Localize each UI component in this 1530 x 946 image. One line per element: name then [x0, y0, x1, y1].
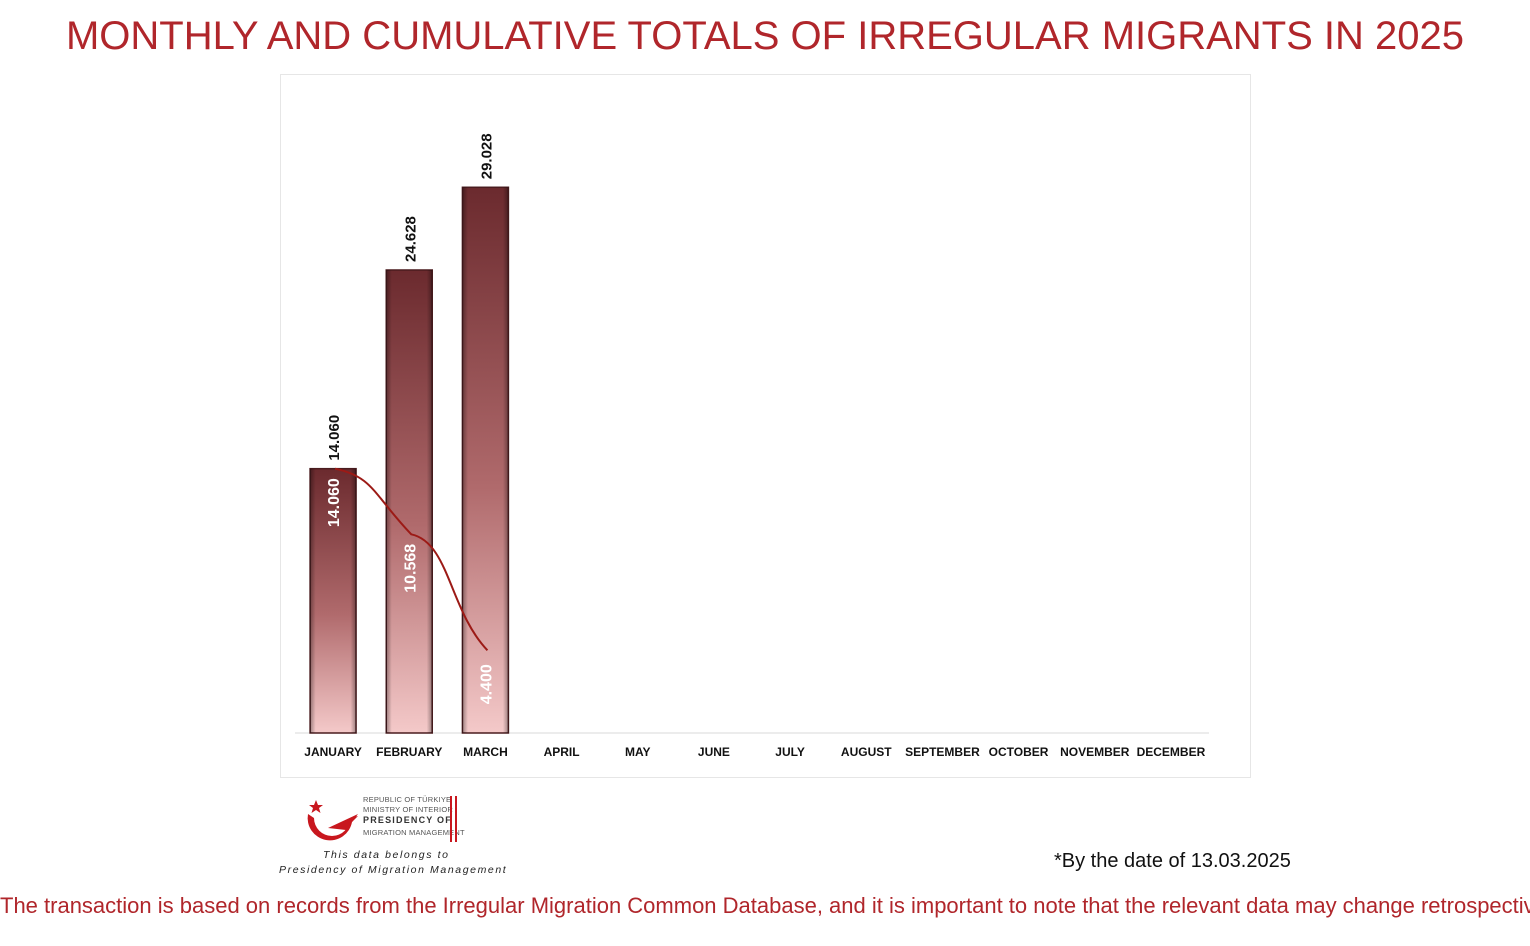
logo-divider — [455, 796, 457, 842]
x-tick-label: APRIL — [544, 745, 580, 759]
logo-line-republic: REPUBLIC OF TÜRKIYE — [363, 795, 452, 804]
footer-note: The transaction is based on records from… — [0, 893, 1530, 918]
x-tick-label: JUNE — [698, 745, 730, 759]
page-title: MONTHLY AND CUMULATIVE TOTALS OF IRREGUL… — [65, 14, 1465, 58]
crescent-star-bird-icon — [307, 800, 358, 841]
logo-line-ministry: MINISTRY OF INTERIOR — [363, 805, 453, 814]
owner-line-1: This data belongs to — [323, 849, 450, 861]
ministry-logo: REPUBLIC OF TÜRKIYE MINISTRY OF INTERIOR… — [279, 792, 506, 882]
logo-line-migration: MIGRATION MANAGEMENT — [363, 828, 465, 837]
monthly-value-label: 14.060 — [326, 478, 343, 527]
x-tick-label: JULY — [775, 745, 805, 759]
bar-line-chart: 14.060 24.628 29.028 14.060 10.568 4.400 JANU… — [295, 133, 1209, 759]
x-tick-label: DECEMBER — [1137, 745, 1206, 759]
x-tick-label: AUGUST — [841, 745, 892, 759]
monthly-line — [334, 467, 489, 651]
chart-area: 14.060 24.628 29.028 14.060 10.568 4.400 JANU… — [280, 74, 1251, 778]
logo-divider — [450, 796, 452, 842]
logo-line-presidency: PRESIDENCY OF — [363, 815, 452, 825]
bar-total-label: 29.028 — [478, 133, 495, 179]
owner-line-2: Presidency of Migration Management — [279, 864, 508, 876]
x-tick-label: MARCH — [463, 745, 508, 759]
x-tick-label: SEPTEMBER — [905, 745, 980, 759]
x-tick-label: MAY — [625, 745, 651, 759]
bar-february — [385, 269, 433, 734]
x-tick-label: JANUARY — [304, 745, 362, 759]
monthly-value-label: 4.400 — [478, 664, 495, 704]
bar-january — [309, 467, 357, 734]
bar-march — [461, 186, 510, 734]
x-tick-label: OCTOBER — [989, 745, 1049, 759]
x-tick-label: NOVEMBER — [1060, 745, 1130, 759]
date-note: *By the date of 13.03.2025 — [1054, 850, 1291, 872]
bar-total-label: 14.060 — [326, 415, 343, 461]
x-tick-label: FEBRUARY — [376, 745, 442, 759]
monthly-value-label: 10.568 — [402, 544, 419, 593]
bar-total-label: 24.628 — [402, 216, 419, 262]
